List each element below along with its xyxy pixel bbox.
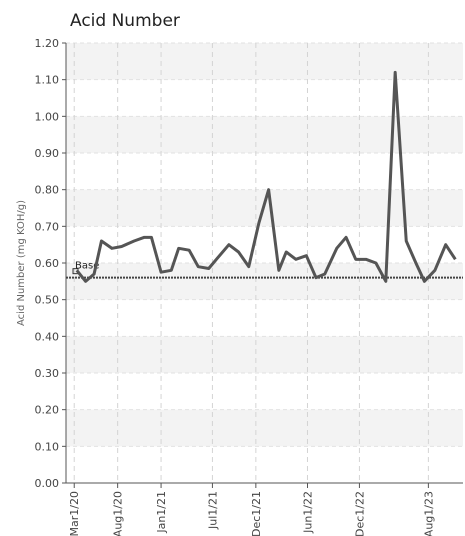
- y-tick-label: 0.10: [35, 440, 60, 453]
- y-tick-label: 0.40: [35, 330, 60, 343]
- y-tick-label: 0.50: [35, 294, 60, 307]
- x-tick-label: Aug1/20: [112, 491, 125, 536]
- grid-band: [66, 43, 463, 80]
- y-tick-label: 0.00: [35, 477, 60, 490]
- y-tick-label: 0.90: [35, 147, 60, 160]
- x-tick-label: Dec1/21: [250, 491, 263, 536]
- x-tick-label: Jul1/21: [206, 491, 219, 530]
- y-tick-label: 0.80: [35, 184, 60, 197]
- grid-band: [66, 336, 463, 373]
- grid-band: [66, 116, 463, 153]
- y-tick-label: 1.10: [35, 74, 60, 87]
- x-tick-label: Jan1/21: [155, 491, 168, 534]
- y-tick-label: 0.20: [35, 404, 60, 417]
- grid-band: [66, 409, 463, 447]
- y-tick-label: 1.20: [35, 37, 60, 50]
- grid-band: [66, 263, 463, 300]
- x-tick-label: Aug1/23: [422, 491, 435, 536]
- y-tick-label: 1.00: [35, 110, 60, 123]
- chart-title: Acid Number: [70, 11, 180, 31]
- y-tick-label: 0.30: [35, 367, 60, 380]
- x-tick-label: Jun1/22: [301, 491, 314, 534]
- data-line: [75, 70, 457, 283]
- y-tick-label: 0.70: [35, 220, 60, 233]
- x-tick-label: Dec1/22: [353, 491, 366, 536]
- y-tick-label: 0.60: [35, 257, 60, 270]
- y-axis-label: Acid Number (mg KOH/g): [16, 200, 27, 326]
- baseline-label: Base: [75, 261, 99, 272]
- x-tick-label: Mar1/20: [68, 491, 81, 536]
